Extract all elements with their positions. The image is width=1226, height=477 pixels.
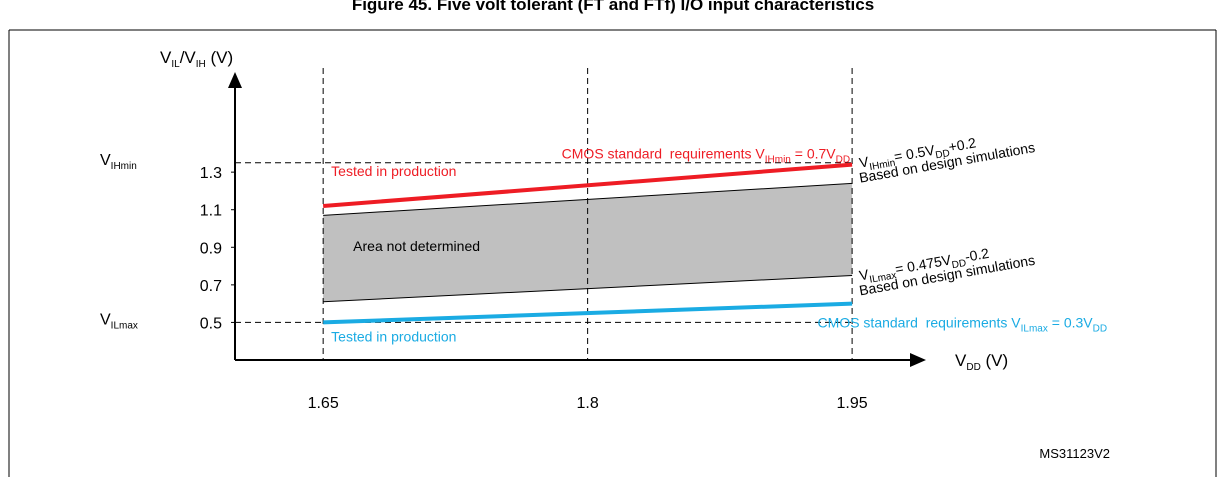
x-arrow (910, 353, 926, 367)
y-axis-label-part: V (160, 48, 172, 67)
y-tick-label: 0.9 (200, 240, 222, 257)
series-note: Tested in production (331, 328, 456, 344)
series-line (323, 301, 853, 325)
figure-title: Figure 45. Five volt tolerant (FT and FT… (352, 0, 874, 14)
series-note: Tested in production (331, 163, 456, 179)
series-label-part: = 0.7V (791, 146, 836, 162)
design-note-part: = 0.5V (893, 142, 937, 165)
series-label-part: CMOS standard requirements V (562, 146, 766, 162)
y-tick-label: 0.5 (200, 315, 222, 332)
y-axis-label-part: IL (171, 59, 180, 70)
ref-label-part: V (100, 311, 111, 328)
series-label-part: DD (836, 155, 850, 166)
series-label-part: IHmin (765, 155, 791, 166)
design-note: VIHmin= 0.5VDD+0.2 (858, 134, 978, 174)
x-axis-label-part: (V) (981, 351, 1008, 370)
area-label: Area not determined (353, 238, 480, 254)
y-tick-label: 1.3 (200, 165, 222, 182)
x-axis-label-part: DD (966, 362, 980, 373)
y-axis-label-part: /V (180, 48, 197, 67)
y-axis-label-part: (V) (206, 48, 233, 67)
y-axis-label-part: IH (196, 59, 206, 70)
ref-label: VIHmin (100, 152, 137, 172)
y-arrow (228, 72, 242, 88)
y-tick-label: 0.7 (200, 278, 222, 295)
ref-label-part: ILmax (111, 320, 138, 331)
ref-label: VILmax (100, 311, 138, 331)
series-label-part: = 0.3V (1048, 314, 1093, 330)
design-note-part: +0.2 (947, 134, 977, 155)
figure-id: MS31123V2 (1039, 446, 1110, 461)
x-axis-label: VDD (V) (955, 351, 1008, 373)
design-note-part: V (858, 153, 871, 170)
series-label-part: DD (1093, 323, 1107, 334)
x-axis-label-part: V (955, 351, 967, 370)
design-note-part: ILmax (869, 270, 898, 286)
series-label: CMOS standard requirements VIHmin = 0.7V… (562, 146, 850, 166)
design-note-part: V (858, 266, 871, 283)
y-axis-label: VIL/VIH (V) (160, 48, 233, 70)
x-tick-label: 1.65 (308, 395, 339, 412)
x-tick-label: 1.8 (577, 395, 599, 412)
series-line (323, 162, 853, 208)
x-tick-label: 1.95 (837, 395, 868, 412)
ref-label-part: IHmin (111, 161, 137, 172)
design-note-part: DD (951, 258, 967, 271)
series-label: CMOS standard requirements VILmax = 0.3V… (818, 314, 1108, 334)
series-label-part: CMOS standard requirements V (818, 314, 1022, 330)
ref-label-part: V (100, 152, 111, 169)
series-label-part: ILmax (1021, 323, 1048, 334)
design-note-part: DD (935, 148, 951, 161)
design-note-part: IHmin (869, 158, 897, 173)
y-tick-label: 1.1 (200, 203, 222, 220)
design-note-part: -0.2 (964, 245, 991, 265)
